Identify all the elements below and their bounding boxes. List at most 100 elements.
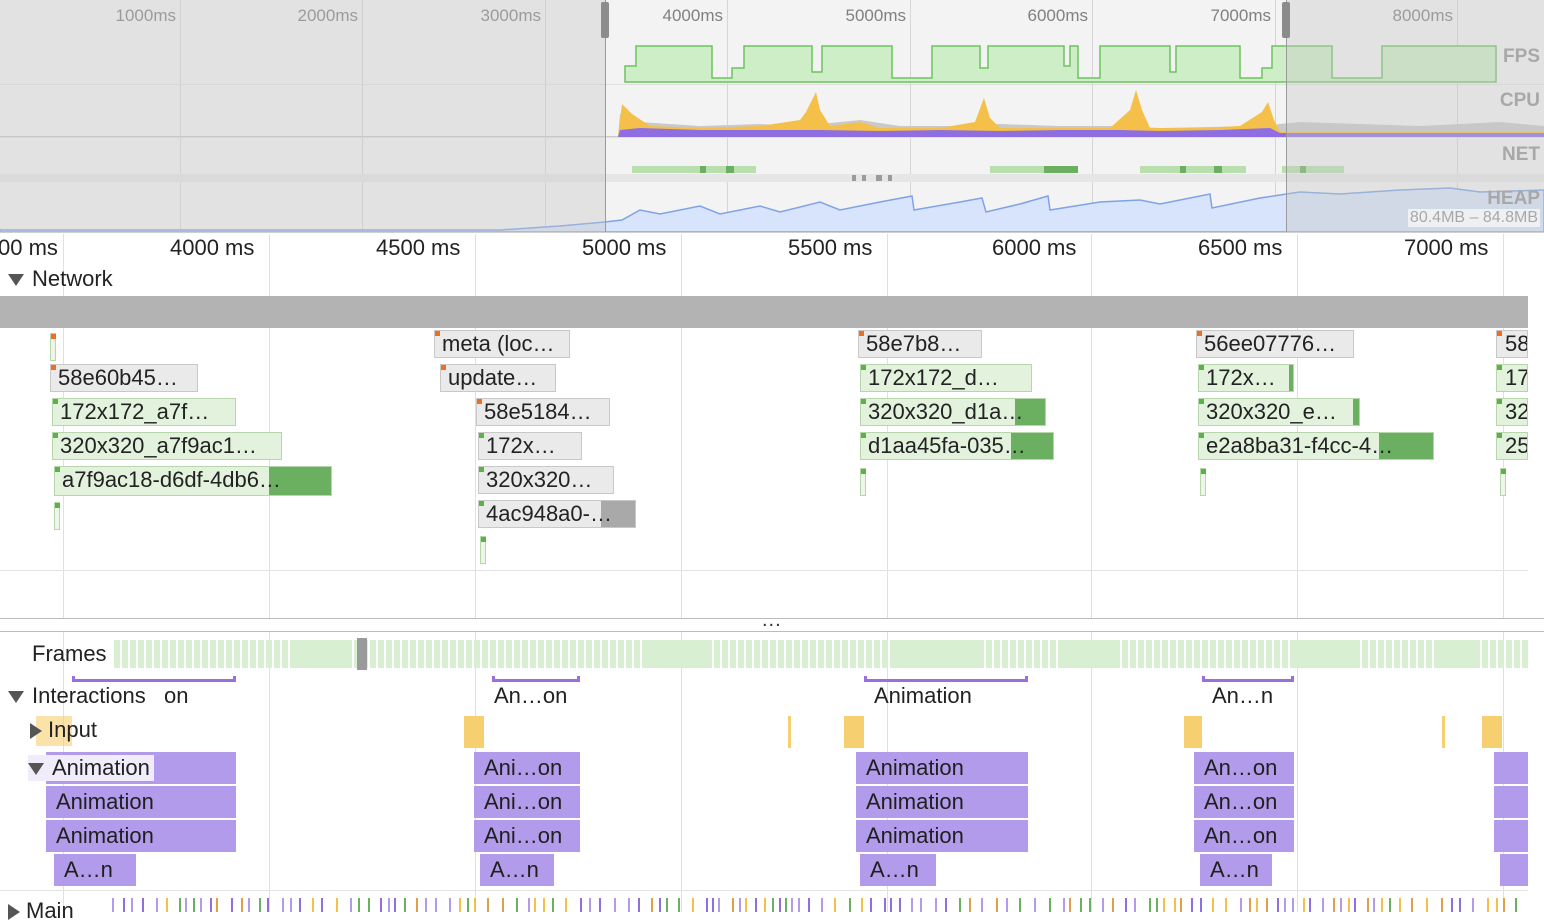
main-activity-tick[interactable] [179, 898, 181, 912]
main-activity-tick[interactable] [1102, 898, 1104, 912]
interaction-bracket[interactable] [1202, 676, 1294, 682]
main-activity-tick[interactable] [1348, 898, 1350, 912]
input-event[interactable] [36, 716, 72, 746]
main-activity-tick[interactable] [849, 898, 851, 912]
main-activity-tick[interactable] [1373, 898, 1375, 912]
main-activity-tick[interactable] [1451, 898, 1453, 912]
network-request-tiny[interactable] [480, 536, 486, 564]
frame-block[interactable] [1060, 640, 1116, 668]
main-activity-tick[interactable] [193, 898, 195, 912]
network-request-tiny[interactable] [50, 333, 56, 361]
network-request[interactable]: 17 [1496, 364, 1528, 392]
expand-triangle-icon[interactable] [30, 723, 42, 740]
network-request[interactable]: 4ac948a0-… [478, 500, 636, 528]
main-activity-tick[interactable] [1249, 898, 1251, 912]
main-activity-tick[interactable] [502, 898, 504, 912]
animation-block[interactable]: An…on [1194, 820, 1294, 852]
main-activity-tick[interactable] [449, 898, 451, 912]
main-activity-tick[interactable] [112, 898, 114, 912]
main-activity-tick[interactable] [1034, 898, 1036, 912]
main-activity-tick[interactable] [945, 898, 947, 912]
animation-block[interactable]: Animation [856, 752, 1028, 784]
main-activity-tick[interactable] [821, 898, 823, 912]
network-request[interactable]: meta (loc… [434, 330, 570, 358]
network-request[interactable]: a7f9ac18-d6df-4db6… [54, 466, 332, 496]
main-activity-tick[interactable] [706, 898, 708, 912]
main-activity-tick[interactable] [290, 898, 292, 912]
animation-block[interactable]: Ani…on [474, 820, 580, 852]
main-activity-tick[interactable] [231, 898, 233, 912]
animation-block[interactable]: Ani…on [474, 752, 580, 784]
network-request-tiny[interactable] [1200, 468, 1206, 496]
animation-block[interactable]: Animation [46, 786, 236, 818]
main-activity-tick[interactable] [394, 898, 396, 912]
network-request[interactable]: 172x172_d… [860, 364, 1032, 392]
animation-block[interactable]: Animation [46, 820, 236, 852]
frame-block[interactable] [890, 640, 980, 668]
input-event[interactable] [788, 716, 791, 748]
main-activity-tick[interactable] [1149, 898, 1151, 912]
network-request[interactable]: 172x… [478, 432, 582, 460]
main-activity-tick[interactable] [1125, 898, 1127, 912]
frame-block[interactable] [646, 640, 706, 668]
animation-block[interactable]: A…n [480, 854, 554, 886]
main-activity-tick[interactable] [467, 898, 469, 912]
input-event[interactable] [1184, 716, 1202, 748]
main-activity-tick[interactable] [1389, 898, 1391, 912]
main-activity-tick[interactable] [350, 898, 352, 912]
main-activity-tick[interactable] [1426, 898, 1428, 912]
main-activity-tick[interactable] [614, 898, 616, 912]
frame-block[interactable] [1290, 640, 1360, 668]
main-activity-tick[interactable] [1496, 898, 1498, 912]
network-request[interactable]: 172x172_a7f… [52, 398, 236, 426]
network-request[interactable]: 320x320_e… [1198, 398, 1360, 426]
main-activity-tick[interactable] [487, 898, 489, 912]
main-activity-tick[interactable] [785, 898, 787, 912]
main-activity-tick[interactable] [718, 898, 720, 912]
main-activity-tick[interactable] [216, 898, 218, 912]
main-activity-tick[interactable] [1441, 898, 1443, 912]
network-request[interactable]: e2a8ba31-f4cc-4… [1198, 432, 1434, 460]
input-track-header[interactable]: Input [30, 717, 97, 743]
main-activity-tick[interactable] [299, 898, 301, 912]
network-request-tiny[interactable] [1500, 468, 1506, 496]
main-activity-tick[interactable] [534, 898, 536, 912]
main-activity-tick[interactable] [884, 898, 886, 912]
main-activity-tick[interactable] [1174, 898, 1176, 912]
main-activity-tick[interactable] [1459, 898, 1461, 912]
main-activity-tick[interactable] [1019, 898, 1021, 912]
main-activity-tick[interactable] [1191, 898, 1193, 912]
main-activity-tick[interactable] [312, 898, 314, 912]
timeline-overview[interactable]: 1000ms 2000ms 3000ms 4000ms 5000ms 6000m… [0, 0, 1544, 232]
main-activity-tick[interactable] [1212, 898, 1214, 912]
main-activity-tick[interactable] [1163, 898, 1165, 912]
animation-block[interactable]: Animation [856, 820, 1028, 852]
main-activity-tick[interactable] [739, 898, 741, 912]
main-activity-tick[interactable] [1303, 898, 1305, 912]
network-request[interactable]: 320x320_d1a… [860, 398, 1046, 426]
main-activity-tick[interactable] [1322, 898, 1324, 912]
input-event[interactable] [844, 716, 864, 748]
main-activity-tick[interactable] [935, 898, 937, 912]
main-activity-tick[interactable] [1472, 898, 1474, 912]
main-activity-tick[interactable] [969, 898, 971, 912]
main-activity-tick[interactable] [1156, 898, 1158, 912]
main-activity-tick[interactable] [1340, 898, 1342, 912]
main-activity-tick[interactable] [425, 898, 427, 912]
main-activity-tick[interactable] [1367, 898, 1369, 912]
pane-resize-divider[interactable]: ... [0, 609, 1544, 632]
main-activity-tick[interactable] [745, 898, 747, 912]
main-activity-tick[interactable] [123, 898, 125, 912]
main-activity-tick[interactable] [779, 898, 781, 912]
main-activity-tick[interactable] [911, 898, 913, 912]
input-event[interactable] [464, 716, 484, 748]
frame-block[interactable] [290, 640, 350, 668]
main-activity-tick[interactable] [890, 898, 892, 912]
resize-grip-icon[interactable]: ... [762, 609, 782, 631]
main-activity-tick[interactable] [1292, 898, 1294, 912]
main-activity-tick[interactable] [185, 898, 187, 912]
main-activity-tick[interactable] [959, 898, 961, 912]
main-activity-tick[interactable] [336, 898, 338, 912]
selected-frame[interactable] [357, 638, 367, 670]
main-activity-tick[interactable] [1503, 898, 1505, 912]
